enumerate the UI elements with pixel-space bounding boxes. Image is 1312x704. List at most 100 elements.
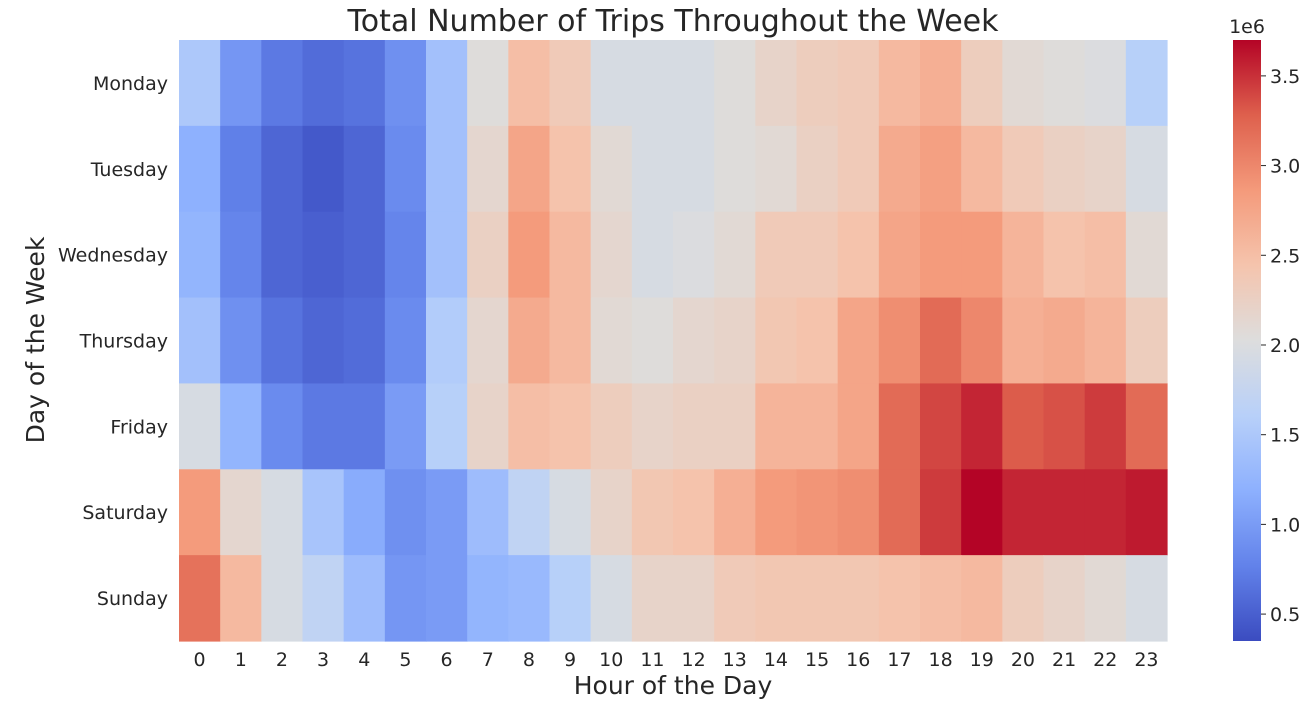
heatmap-cell-tuesday-21 [1043, 125, 1086, 213]
x-tick-labels: 0 1 2 3 4 5 6 7 8 9 10 11 12 13 14 15 16 17 18 19 20 21 22 23 [194, 649, 1159, 671]
heatmap-cell-saturday-21 [1043, 469, 1086, 556]
heatmap-cell-monday-9 [549, 40, 592, 127]
heatmap-cell-monday-14 [755, 40, 798, 127]
heatmap-cell-wednesday-12 [673, 211, 715, 299]
heatmap-cell-friday-9 [549, 383, 592, 470]
heatmap-cell-wednesday-17 [878, 211, 921, 299]
heatmap-cell-monday-4 [343, 40, 386, 127]
heatmap-cell-tuesday-7 [467, 125, 509, 213]
heatmap-cell-saturday-23 [1125, 469, 1168, 556]
x-tick-10: 10 [599, 649, 623, 671]
y-tick-monday: Monday [93, 73, 168, 95]
heatmap-cell-monday-0 [179, 40, 221, 127]
heatmap-cell-tuesday-16 [837, 125, 880, 213]
heatmap-cell-sunday-12 [673, 555, 715, 642]
heatmap-cell-monday-11 [631, 40, 674, 127]
heatmap-cell-sunday-10 [590, 555, 633, 642]
heatmap-cell-friday-20 [1002, 383, 1045, 470]
x-tick-15: 15 [805, 649, 829, 671]
x-tick-0: 0 [194, 649, 206, 671]
heatmap-cell-sunday-22 [1084, 555, 1127, 642]
y-tick-wednesday: Wednesday [58, 245, 168, 267]
heatmap-cell-saturday-17 [878, 469, 921, 556]
heatmap-cell-monday-6 [426, 40, 468, 127]
heatmap-cell-wednesday-9 [549, 211, 592, 299]
colorbar-tick-label: 3.0 [1270, 156, 1300, 178]
heatmap-cell-tuesday-18 [920, 125, 962, 213]
heatmap-cell-thursday-1 [220, 297, 262, 385]
heatmap-cell-tuesday-14 [755, 125, 798, 213]
colorbar-tick-label: 1.5 [1270, 425, 1300, 447]
heatmap-cell-thursday-19 [961, 297, 1003, 385]
x-tick-9: 9 [564, 649, 576, 671]
heatmap-cell-sunday-7 [467, 555, 509, 642]
heatmap-cell-wednesday-10 [590, 211, 633, 299]
heatmap-cell-friday-1 [220, 383, 262, 470]
colorbar-tick-label: 1.0 [1270, 514, 1300, 536]
heatmap-cell-monday-10 [590, 40, 633, 127]
heatmap-cell-tuesday-3 [302, 125, 345, 213]
heatmap-cell-friday-18 [920, 383, 962, 470]
heatmap-cell-tuesday-4 [343, 125, 386, 213]
heatmap-cell-saturday-12 [673, 469, 715, 556]
y-tick-tuesday: Tuesday [90, 159, 168, 181]
x-tick-13: 13 [723, 649, 747, 671]
heatmap-cell-sunday-3 [302, 555, 345, 642]
heatmap-cell-friday-2 [261, 383, 304, 470]
heatmap-cell-saturday-22 [1084, 469, 1127, 556]
heatmap-cell-friday-16 [837, 383, 880, 470]
x-tick-11: 11 [640, 649, 664, 671]
heatmap-cell-friday-22 [1084, 383, 1127, 470]
heatmap-cell-thursday-12 [673, 297, 715, 385]
heatmap-cell-tuesday-9 [549, 125, 592, 213]
heatmap-cell-saturday-13 [714, 469, 756, 556]
heatmap-cell-wednesday-21 [1043, 211, 1086, 299]
colorbar-ticks: 0.5 1.0 1.5 2.0 2.5 3.0 3.5 [1261, 66, 1300, 626]
heatmap-cell-sunday-6 [426, 555, 468, 642]
heatmap-cell-thursday-18 [920, 297, 962, 385]
x-tick-17: 17 [887, 649, 911, 671]
heatmap-cell-tuesday-10 [590, 125, 633, 213]
heatmap-cell-saturday-11 [631, 469, 674, 556]
heatmap-cell-monday-15 [796, 40, 839, 127]
heatmap-cell-saturday-0 [179, 469, 221, 556]
heatmap-cell-thursday-21 [1043, 297, 1086, 385]
x-tick-8: 8 [523, 649, 535, 671]
heatmap-cell-tuesday-15 [796, 125, 839, 213]
y-tick-saturday: Saturday [82, 502, 168, 524]
y-tick-sunday: Sunday [97, 588, 168, 610]
heatmap-cell-monday-12 [673, 40, 715, 127]
heatmap-cell-tuesday-12 [673, 125, 715, 213]
heatmap-cell-wednesday-11 [631, 211, 674, 299]
heatmap-cell-tuesday-22 [1084, 125, 1127, 213]
heatmap-cell-wednesday-2 [261, 211, 304, 299]
heatmap-cell-sunday-13 [714, 555, 756, 642]
heatmap-cell-tuesday-19 [961, 125, 1003, 213]
heatmap-cell-tuesday-8 [508, 125, 551, 213]
heatmap-cell-thursday-5 [384, 297, 427, 385]
heatmap-cell-monday-22 [1084, 40, 1127, 127]
heatmap-cell-thursday-14 [755, 297, 798, 385]
heatmap-cell-friday-17 [878, 383, 921, 470]
x-tick-7: 7 [482, 649, 494, 671]
heatmap-cell-monday-13 [714, 40, 756, 127]
heatmap-cell-wednesday-7 [467, 211, 509, 299]
y-axis-label: Day of the Week [21, 236, 50, 443]
heatmap-cell-tuesday-1 [220, 125, 262, 213]
heatmap-cell-friday-23 [1125, 383, 1168, 470]
heatmap-cell-tuesday-23 [1125, 125, 1168, 213]
heatmap-cell-tuesday-17 [878, 125, 921, 213]
heatmap-cell-friday-0 [179, 383, 221, 470]
heatmap-cell-monday-20 [1002, 40, 1045, 127]
colorbar-gradient [1233, 40, 1261, 641]
heatmap-cell-monday-16 [837, 40, 880, 127]
x-tick-3: 3 [317, 649, 329, 671]
colorbar-tick-label: 2.5 [1270, 245, 1300, 267]
x-tick-4: 4 [358, 649, 370, 671]
heatmap-cell-thursday-8 [508, 297, 551, 385]
heatmap-cell-wednesday-23 [1125, 211, 1168, 299]
heatmap-cell-wednesday-1 [220, 211, 262, 299]
heatmap-cell-friday-19 [961, 383, 1003, 470]
heatmap-cell-friday-13 [714, 383, 756, 470]
